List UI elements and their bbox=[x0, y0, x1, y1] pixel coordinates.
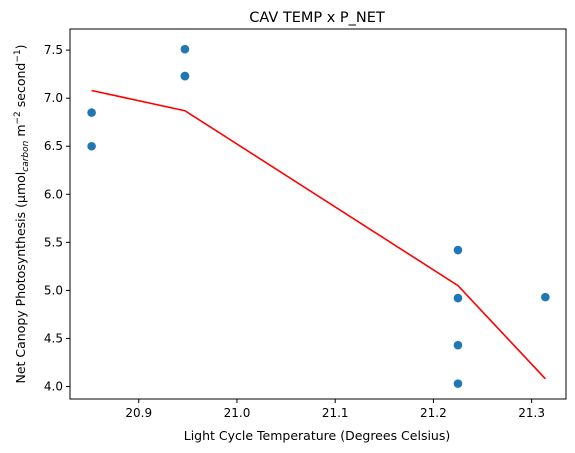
fit-line bbox=[91, 89, 546, 380]
y-tick-label: 4.5 bbox=[44, 331, 63, 345]
chart-title: CAV TEMP x P_NET bbox=[249, 10, 385, 26]
x-axis-label: Light Cycle Temperature (Degrees Celsius… bbox=[184, 428, 451, 443]
scatter-point bbox=[180, 71, 190, 81]
scatter-point bbox=[453, 340, 463, 350]
y-axis: 4.0 4.5 5.0 5.5 6.0 6.5 7.0 7.5 bbox=[44, 43, 70, 394]
scatter-point bbox=[453, 293, 463, 303]
x-tick-label: 21.2 bbox=[420, 406, 447, 420]
scatter-point bbox=[453, 245, 463, 255]
y-tick-label: 5.5 bbox=[44, 235, 63, 249]
plot-area bbox=[87, 44, 550, 388]
y-tick-label: 6.5 bbox=[44, 139, 63, 153]
scatter-point bbox=[87, 108, 96, 117]
x-axis: 20.9 21.0 21.1 21.2 21.3 bbox=[125, 399, 545, 420]
y-tick-label: 5.0 bbox=[44, 283, 63, 297]
scatter-point bbox=[541, 292, 550, 302]
x-tick-label: 21.1 bbox=[322, 406, 349, 420]
x-tick-label: 20.9 bbox=[125, 406, 152, 420]
y-axis-label: Net Canopy Photosynthesis (μmolcarbon m−… bbox=[13, 44, 31, 383]
y-tick-label: 6.0 bbox=[44, 187, 63, 201]
x-tick-label: 21.3 bbox=[518, 406, 545, 420]
x-tick-label: 21.0 bbox=[224, 406, 251, 420]
scatter-point bbox=[180, 44, 190, 54]
y-tick-label: 7.5 bbox=[44, 43, 63, 57]
scatter-point bbox=[87, 141, 96, 151]
y-tick-label: 7.0 bbox=[44, 91, 63, 105]
plot-frame bbox=[69, 28, 567, 400]
scatter-point bbox=[453, 379, 463, 388]
y-tick-label: 4.0 bbox=[44, 380, 63, 394]
